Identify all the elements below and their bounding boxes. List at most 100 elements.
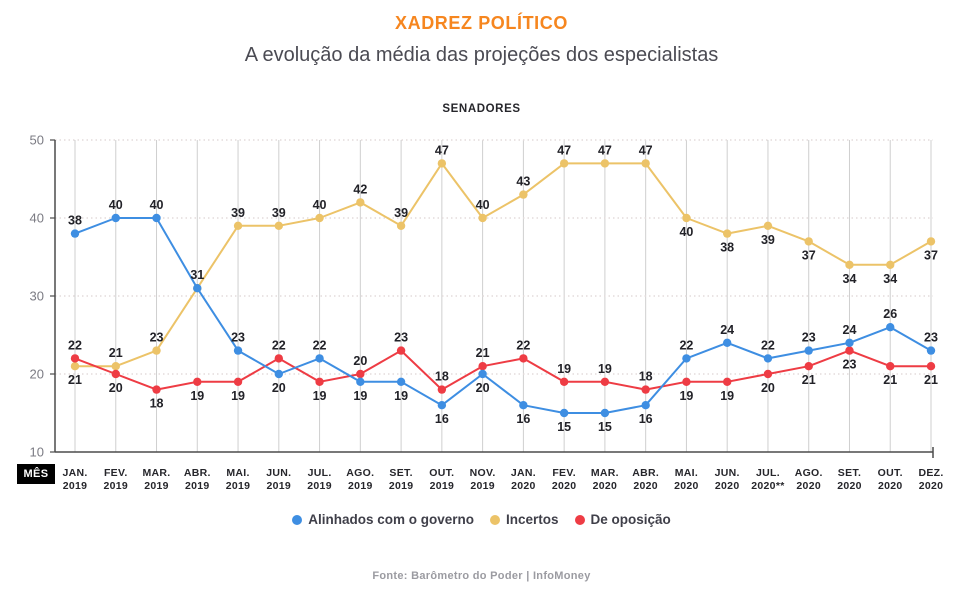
legend-dot-yellow-icon: [489, 514, 500, 525]
data-point-label-incertos: 21: [68, 373, 82, 387]
data-point-alinhados-com-o-governo: [233, 346, 243, 355]
data-point-incertos: [641, 159, 650, 168]
x-tick-label-month: OUT.: [429, 467, 454, 479]
series-line-alinhados-com-o-governo: [74, 217, 932, 414]
data-point-alinhados-com-o-governo: [111, 213, 120, 223]
data-point-label-de-oposi-o: 23: [843, 358, 857, 372]
data-point-de-oposi-o: [804, 362, 813, 371]
data-point-incertos: [152, 346, 161, 355]
data-point-alinhados-com-o-governo: [315, 354, 324, 363]
x-tick-label-month: ABR.: [184, 467, 211, 479]
data-point-label-de-oposi-o: 18: [150, 397, 164, 411]
x-tick-label-year: 2019: [389, 480, 414, 492]
data-point-de-oposi-o: [519, 354, 528, 363]
y-tick-label: 40: [30, 211, 44, 226]
data-point-incertos: [845, 260, 854, 269]
x-tick-label-year: 2020**: [751, 480, 785, 492]
data-point-label-alinhados-com-o-governo: 16: [435, 412, 449, 426]
data-point-label-alinhados-com-o-governo: 26: [883, 307, 897, 321]
x-tick-label-year: 2019: [348, 480, 373, 492]
data-point-de-oposi-o: [886, 362, 895, 371]
data-point-label-alinhados-com-o-governo: 40: [150, 198, 164, 212]
x-tick-label-month: FEV.: [104, 467, 128, 479]
source-note: Fonte: Barômetro do Poder | InfoMoney: [372, 570, 591, 582]
data-point-de-oposi-o: [315, 377, 324, 386]
data-point-label-incertos: 47: [435, 143, 449, 157]
data-point-de-oposi-o: [396, 346, 406, 355]
data-point-label-de-oposi-o: 21: [802, 373, 816, 387]
data-point-label-alinhados-com-o-governo: 24: [720, 323, 734, 337]
data-point-label-incertos: 47: [598, 143, 612, 157]
chart-title: SENADORES: [442, 103, 521, 115]
x-tick-label-year: 2020: [919, 480, 944, 492]
x-tick-label-month: MAR.: [143, 467, 171, 479]
data-point-label-alinhados-com-o-governo: 22: [679, 338, 693, 352]
data-point-label-alinhados-com-o-governo: 15: [557, 420, 571, 434]
data-point-label-alinhados-com-o-governo: 20: [476, 381, 490, 395]
x-tick-label-month: JAN.: [511, 467, 536, 479]
legend-item-alinhados: Alinhados com o governo: [292, 512, 474, 527]
data-point-incertos: [274, 221, 284, 230]
data-point-alinhados-com-o-governo: [193, 284, 202, 293]
legend-dot-blue-icon: [292, 514, 303, 525]
data-point-label-de-oposi-o: 22: [68, 338, 82, 352]
y-tick-label: 10: [30, 445, 44, 460]
data-point-label-alinhados-com-o-governo: 24: [843, 323, 857, 337]
x-tick-label-year: 2020: [511, 480, 536, 492]
x-tick-label-year: 2020: [552, 480, 577, 492]
data-point-label-de-oposi-o: 19: [598, 362, 612, 376]
x-tick-label-month: JUL.: [308, 467, 332, 479]
data-point-alinhados-com-o-governo: [437, 401, 447, 410]
x-tick-label-year: 2019: [103, 480, 128, 492]
data-point-alinhados-com-o-governo: [804, 346, 813, 355]
data-point-label-incertos: 40: [679, 225, 693, 239]
legend-item-oposicao: De oposição: [574, 512, 671, 527]
data-point-de-oposi-o: [559, 377, 569, 386]
x-tick-label-year: 2020: [796, 480, 821, 492]
x-tick-label-month: FEV.: [552, 467, 576, 479]
data-point-incertos: [722, 229, 732, 238]
data-point-label-de-oposi-o: 22: [516, 338, 530, 352]
data-point-alinhados-com-o-governo: [274, 369, 284, 379]
data-point-label-incertos: 34: [883, 272, 897, 286]
data-point-alinhados-com-o-governo: [478, 369, 487, 379]
data-point-label-alinhados-com-o-governo: 20: [272, 381, 286, 395]
chart-legend: Alinhados com o governo Incertos De opos…: [0, 512, 963, 527]
data-point-label-alinhados-com-o-governo: 23: [231, 331, 245, 345]
x-tick-label-year: 2019: [185, 480, 210, 492]
data-point-label-de-oposi-o: 21: [476, 346, 490, 360]
data-point-de-oposi-o: [478, 362, 487, 371]
data-point-label-alinhados-com-o-governo: 16: [516, 412, 530, 426]
page-title: XADREZ POLÍTICO: [394, 13, 568, 33]
data-point-de-oposi-o: [763, 369, 773, 379]
x-tick-label-month: JUL.: [756, 467, 780, 479]
x-tick-label-year: 2019: [430, 480, 455, 492]
data-point-label-alinhados-com-o-governo: 19: [394, 389, 408, 403]
data-point-alinhados-com-o-governo: [722, 338, 732, 347]
data-point-alinhados-com-o-governo: [559, 408, 569, 418]
x-tick-label-month: AGO.: [795, 467, 823, 479]
data-point-label-de-oposi-o: 19: [679, 389, 693, 403]
data-point-label-alinhados-com-o-governo: 16: [639, 412, 653, 426]
data-point-incertos: [478, 213, 487, 223]
data-point-alinhados-com-o-governo: [519, 401, 528, 410]
legend-label: De oposição: [590, 512, 671, 527]
data-point-label-incertos: 21: [109, 346, 123, 360]
data-point-label-de-oposi-o: 21: [924, 373, 938, 387]
data-point-label-alinhados-com-o-governo: 22: [313, 338, 327, 352]
data-point-incertos: [682, 213, 691, 223]
x-tick-label-month: NOV.: [470, 467, 496, 479]
data-point-label-incertos: 40: [313, 198, 327, 212]
data-point-incertos: [559, 159, 569, 168]
data-point-de-oposi-o: [152, 385, 161, 394]
data-point-de-oposi-o: [111, 369, 120, 379]
month-axis-badge: MÊS: [17, 464, 55, 484]
x-tick-label-year: 2020: [715, 480, 740, 492]
data-point-label-de-oposi-o: 18: [639, 370, 653, 384]
x-tick-label-month: JAN.: [62, 467, 87, 479]
data-point-label-alinhados-com-o-governo: 15: [598, 420, 612, 434]
data-point-alinhados-com-o-governo: [641, 401, 650, 410]
data-point-alinhados-com-o-governo: [886, 323, 895, 332]
